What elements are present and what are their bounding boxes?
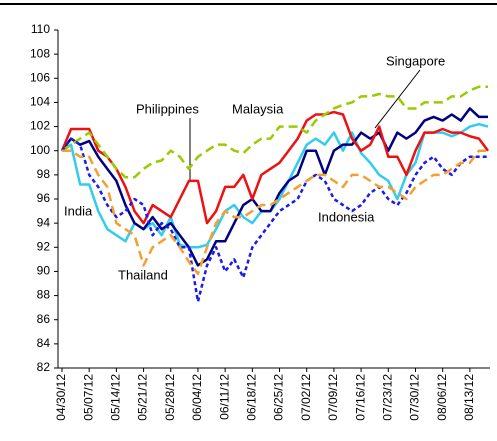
y-tick-label: 96: [37, 191, 51, 205]
y-tick-label: 88: [37, 288, 51, 302]
series-annotation: India: [64, 203, 93, 218]
y-tick-label: 100: [30, 143, 50, 157]
y-tick-label: 82: [37, 360, 51, 374]
y-tick-label: 86: [37, 312, 51, 326]
series-annotation: Indonesia: [318, 209, 375, 224]
series-line: [61, 137, 488, 303]
y-tick-label: 110: [31, 22, 50, 36]
series-annotation: Malaysia: [232, 101, 284, 116]
series-annotation: Singapore: [386, 53, 445, 68]
x-tick-label: 05/07/12: [81, 374, 95, 421]
series-line: [60, 110, 489, 225]
y-tick-label: 98: [37, 167, 51, 181]
x-tick-label: 08/06/12: [435, 374, 449, 421]
x-tick-label: 07/30/12: [408, 374, 422, 421]
x-tick-label: 06/11/12: [217, 374, 231, 420]
y-tick-label: 94: [37, 215, 51, 229]
x-tick-label: 07/09/12: [326, 374, 340, 421]
x-tick-label: 06/25/12: [272, 374, 286, 421]
y-tick-label: 90: [37, 264, 51, 278]
series-line: [61, 122, 489, 249]
series-annotation: Philippines: [136, 101, 199, 116]
y-tick-label: 84: [37, 336, 51, 350]
x-tick-label: 08/13/12: [462, 374, 476, 421]
y-tick-label: 92: [37, 239, 51, 253]
x-tick-label: 05/28/12: [163, 374, 177, 421]
x-tick-label: 07/02/12: [299, 374, 313, 421]
series-annotation: Thailand: [118, 267, 168, 282]
leader-line: [374, 69, 421, 129]
y-tick-label: 106: [30, 70, 50, 84]
x-tick-label: 07/16/12: [353, 374, 367, 421]
x-tick-label: 05/21/12: [136, 374, 150, 421]
x-tick-label: 04/30/12: [54, 374, 68, 421]
y-tick-label: 102: [30, 119, 50, 133]
y-tick-label: 104: [30, 95, 50, 109]
x-tick-label: 05/14/12: [109, 374, 123, 421]
x-tick-label: 06/18/12: [245, 374, 259, 421]
x-tick-label: 06/04/12: [190, 374, 204, 421]
x-tick-label: 07/23/12: [380, 374, 394, 421]
series-line: [62, 149, 488, 276]
y-tick-label: 108: [30, 46, 50, 60]
